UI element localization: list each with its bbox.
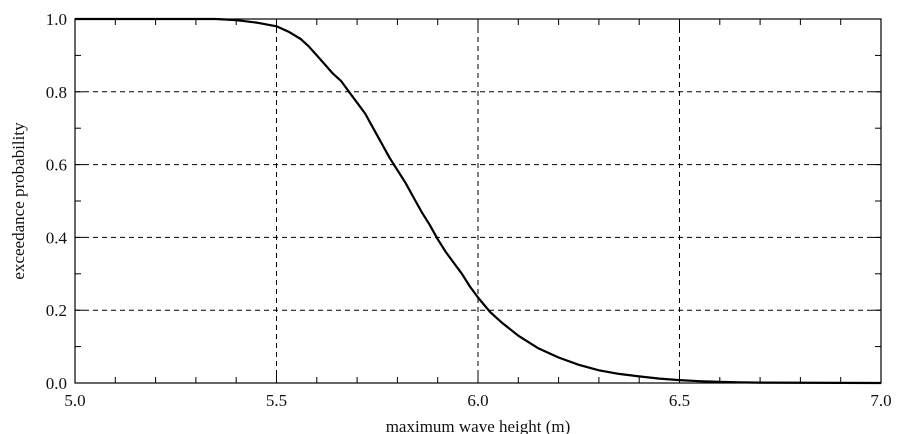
x-axis-label: maximum wave height (m) [386,417,571,434]
y-tick-label: 0.4 [46,228,68,247]
axis-ticks [74,18,882,384]
x-tick-label: 7.0 [870,391,891,410]
y-tick-labels: 0.0 0.2 0.4 0.6 0.8 1.0 [46,10,68,393]
x-tick-label: 6.0 [467,391,488,410]
x-tick-label: 5.5 [266,391,287,410]
grid-lines [75,19,881,383]
x-tick-label: 6.5 [669,391,690,410]
y-tick-label: 0.8 [46,83,67,102]
y-axis-label: exceedance probability [9,122,28,280]
y-tick-label: 0.0 [46,374,67,393]
y-tick-label: 0.2 [46,301,67,320]
y-tick-label: 1.0 [46,10,67,29]
x-tick-label: 5.0 [64,391,85,410]
x-tick-labels: 5.0 5.5 6.0 6.5 7.0 [64,391,891,410]
series-line [75,17,882,385]
y-tick-label: 0.6 [46,156,67,175]
